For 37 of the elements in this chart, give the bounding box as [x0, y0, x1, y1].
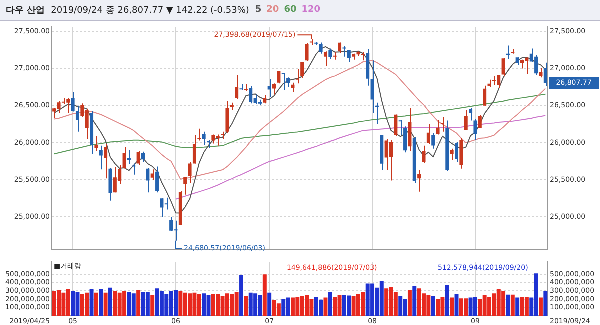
bar	[328, 292, 332, 316]
chart-subtitle: 2019/09/24 종 26,807.77 ▼ 142.22 (-0.53%)	[51, 4, 250, 16]
bar	[516, 298, 520, 316]
bar	[108, 288, 112, 316]
bar	[510, 294, 515, 316]
bar	[202, 294, 206, 316]
bar	[450, 298, 454, 316]
bar	[538, 298, 543, 316]
bar	[544, 291, 548, 316]
text: 60	[284, 5, 297, 15]
bar	[431, 296, 436, 316]
bar	[94, 292, 98, 316]
bar	[276, 304, 281, 316]
bar	[104, 292, 108, 316]
bar	[146, 292, 150, 316]
bar	[436, 299, 440, 316]
bar	[244, 296, 248, 316]
bar	[240, 275, 244, 316]
bar	[524, 297, 529, 316]
bar	[136, 290, 141, 316]
bar	[506, 294, 510, 316]
bar	[408, 290, 412, 316]
text: 20	[266, 5, 280, 15]
bar	[150, 295, 155, 316]
bar	[412, 286, 417, 316]
bar	[99, 290, 104, 316]
chart-title: 다우 산업	[6, 4, 46, 16]
bar	[71, 291, 76, 316]
bar	[384, 288, 389, 316]
bar	[268, 292, 272, 316]
bar	[90, 290, 94, 316]
text: 5	[255, 5, 262, 15]
text: 120	[302, 5, 321, 15]
bar	[445, 285, 450, 316]
bar	[324, 298, 328, 316]
bar	[473, 297, 478, 316]
bar	[262, 274, 267, 316]
